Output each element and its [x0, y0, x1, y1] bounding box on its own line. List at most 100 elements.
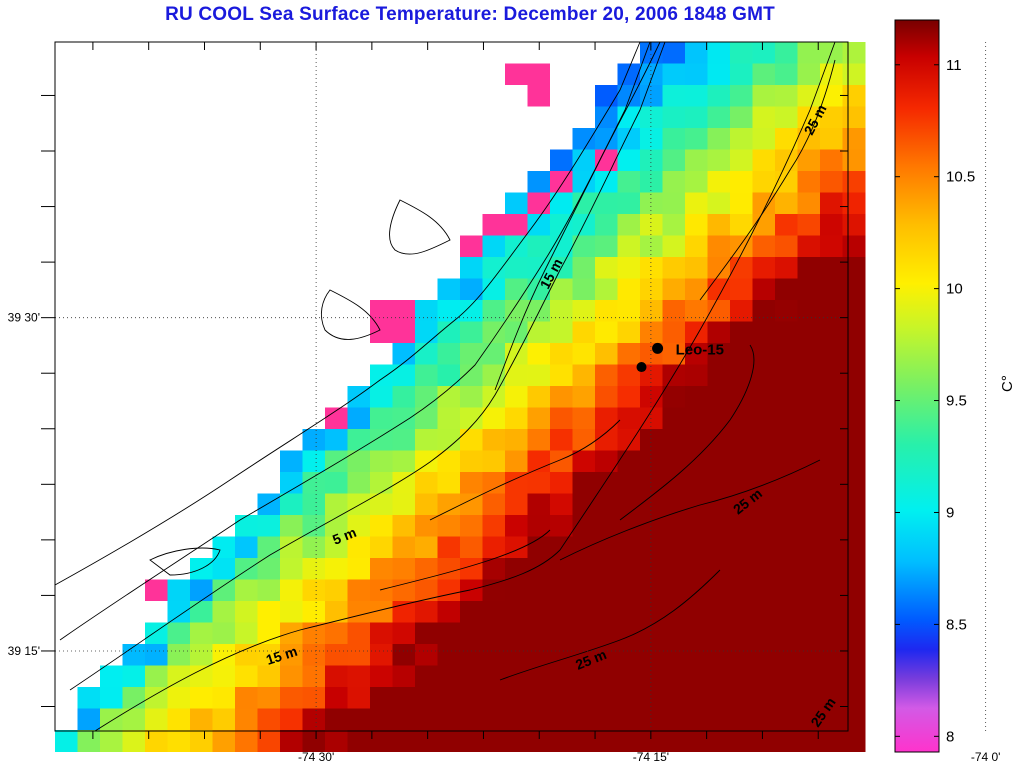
sst-cell	[280, 730, 303, 752]
sst-cell	[190, 730, 213, 752]
sst-cell	[640, 192, 663, 215]
sst-cell	[212, 601, 236, 623]
sst-cell	[392, 622, 416, 645]
sst-cell	[572, 450, 596, 473]
sst-cell	[280, 579, 303, 602]
sst-cell	[505, 665, 528, 688]
sst-cell	[415, 450, 438, 473]
sst-cell	[437, 343, 461, 365]
sst-cell	[325, 579, 348, 602]
sst-cell	[460, 300, 483, 322]
sst-cell	[640, 493, 663, 516]
sst-cell	[347, 644, 371, 666]
sst-cell	[550, 278, 573, 301]
sst-cell	[662, 536, 686, 559]
sst-cell	[505, 536, 528, 559]
sst-cell	[797, 85, 821, 107]
sst-cell	[662, 106, 686, 129]
sst-cell	[482, 235, 506, 258]
sst-cell	[572, 644, 596, 666]
sst-cell	[460, 493, 483, 516]
sst-cell	[617, 407, 641, 430]
sst-cell	[550, 386, 573, 408]
sst-cell	[437, 601, 461, 623]
sst-cell	[662, 192, 686, 215]
sst-cell	[527, 343, 551, 365]
sst-cell	[437, 536, 461, 559]
contour-shoal-3	[379, 529, 551, 591]
sst-cell	[595, 257, 618, 279]
sst-cell	[752, 171, 776, 193]
sst-cell	[685, 665, 708, 688]
sst-cell	[190, 708, 213, 731]
sst-cell	[662, 644, 686, 666]
sst-cell	[257, 601, 281, 623]
flagged-cell	[482, 214, 505, 236]
sst-cell	[437, 472, 461, 494]
sst-cell	[370, 730, 393, 752]
sst-cell	[392, 687, 416, 709]
sst-cell	[595, 278, 618, 301]
sst-cell	[707, 472, 731, 494]
sst-cell	[797, 450, 821, 473]
sst-cell	[550, 321, 573, 344]
sst-cell	[730, 85, 753, 107]
sst-cell	[797, 536, 821, 559]
sst-cell	[685, 63, 708, 86]
contour-15m	[94, 41, 836, 732]
sst-cell	[775, 579, 798, 602]
sst-cell	[730, 558, 753, 580]
sst-cell	[685, 192, 708, 215]
barrier-island	[59, 41, 651, 641]
sst-cell	[775, 708, 798, 731]
sst-cell	[370, 515, 393, 537]
sst-cell	[775, 343, 798, 365]
sst-cell	[707, 300, 731, 322]
sst-cell	[730, 128, 753, 150]
sst-cell	[775, 106, 798, 129]
sst-cell	[505, 558, 528, 580]
sst-cell	[325, 493, 348, 516]
sst-cell	[527, 687, 551, 709]
colorbar-frame	[894, 19, 940, 753]
sst-cell	[595, 644, 618, 666]
sst-cell	[235, 665, 258, 688]
sst-cell	[527, 429, 551, 451]
sst-cell	[685, 106, 708, 129]
colorbar-tick-label: 8	[946, 728, 954, 745]
sst-cell	[572, 300, 596, 322]
flagged-cell	[392, 321, 415, 343]
sst-cell	[707, 536, 731, 559]
sst-cell	[752, 558, 776, 580]
sst-cell	[730, 171, 753, 193]
axis-ticks	[41, 42, 848, 739]
sst-cell	[77, 687, 101, 709]
sst-cell	[370, 386, 393, 408]
sst-cell	[730, 665, 753, 688]
sst-cell	[235, 687, 258, 709]
sst-cell	[797, 493, 821, 516]
sst-cell	[437, 300, 461, 322]
sst-cell	[775, 257, 798, 279]
sst-cell	[820, 429, 843, 451]
colorbar-ticks	[895, 64, 939, 737]
sst-cell	[820, 579, 843, 602]
sst-cell	[640, 579, 663, 602]
sst-cell	[662, 450, 686, 473]
lat-label: 39 30'	[8, 311, 40, 325]
sst-cell	[820, 515, 843, 537]
sst-cell	[167, 665, 191, 688]
sst-cell	[775, 730, 798, 752]
sst-cell	[685, 450, 708, 473]
sst-cell	[122, 665, 146, 688]
sst-cell	[617, 214, 641, 236]
sst-cell	[527, 493, 551, 516]
sst-cell	[437, 450, 461, 473]
sst-cell	[482, 429, 506, 451]
sst-cell	[617, 106, 641, 129]
sst-cell	[347, 472, 371, 494]
sst-cell	[685, 343, 708, 365]
sst-cell	[550, 450, 573, 473]
flagged-cell	[370, 300, 393, 322]
sst-cell	[392, 708, 416, 731]
